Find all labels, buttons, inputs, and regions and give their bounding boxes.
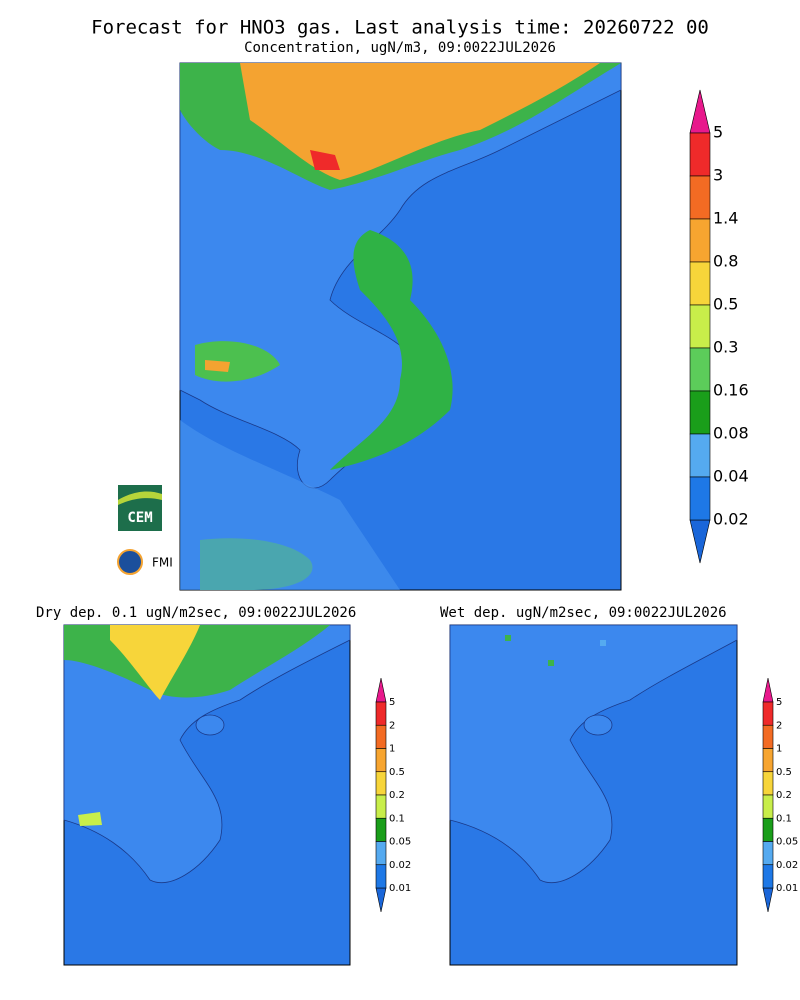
logo-text: FMI [152,556,173,570]
colorbar-label: 0.1 [389,813,405,824]
colorbar-label: 0.01 [776,883,798,894]
fmi-logo: FMI [117,549,173,575]
colorbar-label: 0.02 [776,860,798,871]
colorbar-label: 0.3 [713,338,738,357]
colorbar-segment [689,347,711,392]
colorbar-label: 5 [389,697,395,708]
colorbar-label: 2 [776,720,782,731]
main-map [179,62,622,591]
colorbar-segment [375,794,387,819]
colorbar-segment [689,132,711,177]
colorbar-segment [762,748,774,773]
colorbar-segment [762,794,774,819]
colorbar-label: 5 [776,697,782,708]
colorbar-arrow [375,677,387,703]
colorbar-label: 0.05 [389,837,411,848]
colorbar-segment [689,218,711,263]
wet-dep-map [449,624,738,966]
colorbar-label: 0.01 [389,883,411,894]
colorbar-label: 0.05 [776,837,798,848]
colorbar-label: 0.2 [389,790,405,801]
colorbar-label: 5 [713,123,723,142]
colorbar-segment [375,817,387,842]
colorbar-segment [375,864,387,889]
colorbar-segment [689,261,711,306]
colorbar-segment [762,701,774,726]
colorbar-label: 2 [389,720,395,731]
logo-text: CEM [127,510,152,526]
colorbar-segment [375,724,387,749]
colorbar-label: 0.08 [713,424,749,443]
colorbar-segment [375,771,387,796]
panel-title: Wet dep. ugN/m2sec, 09:0022JUL2026 [440,605,727,621]
colorbar-segment [762,724,774,749]
colorbar-label: 0.5 [713,295,738,314]
colorbar-label: 1 [389,744,395,755]
colorbar-segment [689,390,711,435]
colorbar-arrow [689,519,711,564]
colorbar-segment [375,701,387,726]
colorbar-label: 0.02 [389,860,411,871]
colorbar-arrow [762,887,774,913]
colorbar-segment [762,841,774,866]
title: Forecast for HNO3 gas. Last analysis tim… [91,17,709,39]
colorbar-label: 0.5 [776,767,792,778]
colorbar-segment [762,817,774,842]
colorbar-label: 0.1 [776,813,792,824]
colorbar-label: 0.16 [713,381,749,400]
colorbar-segment [689,175,711,220]
colorbar-segment [375,841,387,866]
colorbar-label: 1 [776,744,782,755]
colorbar-label: 0.02 [713,510,749,529]
colorbar-label: 1.4 [713,209,738,228]
colorbar-label: 0.8 [713,252,738,271]
colorbar-segment [689,304,711,349]
colorbar-segment [762,864,774,889]
colorbar-segment [689,476,711,521]
colorbar-segment [375,748,387,773]
subtitle: Concentration, ugN/m3, 09:0022JUL2026 [244,40,556,56]
colorbar-arrow [689,89,711,134]
colorbar-label: 0.04 [713,467,749,486]
colorbar-arrow [375,887,387,913]
colorbar-label: 3 [713,166,723,185]
colorbar-label: 0.2 [776,790,792,801]
colorbar-segment [689,433,711,478]
cem-logo: CEM [118,485,162,531]
dry-dep-map [63,624,351,966]
panel-title: Dry dep. 0.1 ugN/m2sec, 09:0022JUL2026 [36,605,356,621]
colorbar-segment [762,771,774,796]
colorbar-arrow [762,677,774,703]
colorbar-label: 0.5 [389,767,405,778]
